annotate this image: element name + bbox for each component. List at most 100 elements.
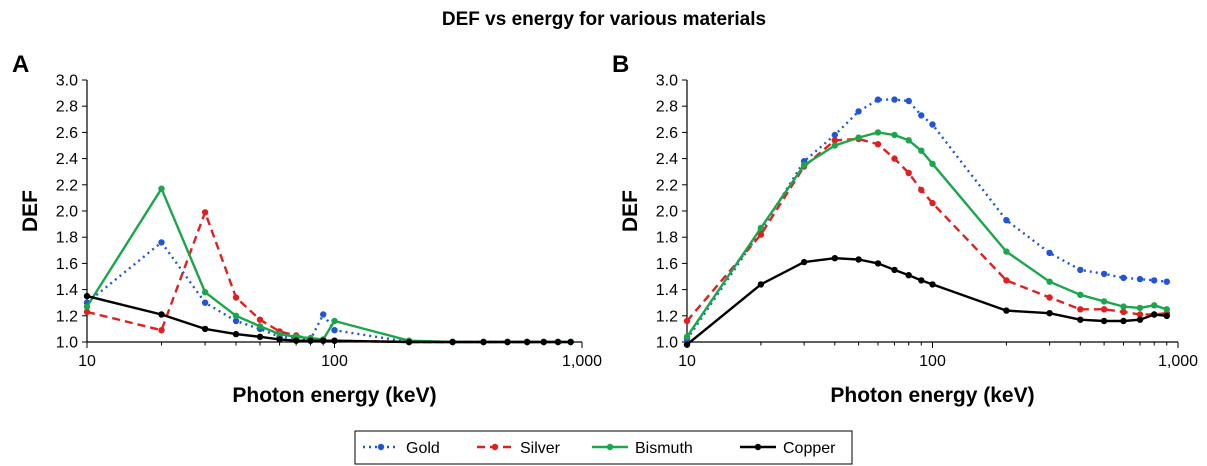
data-point-copper	[567, 338, 574, 346]
legend-marker-gold	[377, 443, 385, 451]
data-point-copper	[1046, 310, 1053, 317]
data-point-bismuth	[831, 142, 838, 149]
y-tick-label: 2.6	[656, 125, 678, 142]
data-point-bismuth	[757, 224, 765, 232]
data-point-copper	[1136, 316, 1144, 323]
panel-letter: A	[12, 51, 29, 78]
y-tick-label: 2.0	[656, 204, 678, 221]
y-tick-label: 2.8	[56, 99, 78, 116]
data-point-gold	[1100, 270, 1108, 278]
data-point-silver	[929, 199, 936, 207]
data-point-silver	[891, 155, 898, 162]
data-point-copper	[757, 281, 765, 288]
data-point-copper	[523, 338, 531, 346]
data-point-bismuth	[929, 160, 936, 167]
data-point-silver	[83, 308, 91, 316]
series-bismuth	[83, 185, 574, 346]
y-tick-label: 2.8	[656, 99, 678, 116]
data-point-gold	[232, 317, 240, 325]
series-line-copper	[86, 294, 571, 344]
y-tick-label: 1.6	[56, 256, 78, 273]
data-point-copper	[83, 292, 91, 300]
y-tick-label: 1.6	[656, 256, 678, 273]
data-point-copper	[405, 338, 413, 346]
data-point-silver	[1120, 308, 1127, 316]
series-copper	[683, 255, 1171, 348]
data-point-copper	[874, 260, 882, 267]
data-point-bismuth	[874, 129, 882, 136]
data-point-copper	[480, 338, 487, 346]
series-line-bismuth	[85, 187, 571, 344]
data-point-bismuth	[201, 289, 209, 296]
data-point-gold	[158, 239, 165, 246]
data-point-copper	[232, 330, 240, 338]
data-point-copper	[918, 277, 925, 284]
data-point-gold	[874, 96, 882, 103]
x-axis-label: Photon energy (keV)	[830, 384, 1034, 407]
panel-a: A 1.0 1.2 1.4 1.6 1.8 2.0 2.2 2.4 2.6 2.8 3.0 10 100 1…	[12, 51, 602, 407]
legend-label-gold: Gold	[406, 440, 440, 457]
data-point-gold	[320, 311, 327, 318]
data-point-copper	[1120, 317, 1127, 325]
data-point-copper	[929, 281, 936, 288]
data-point-gold	[201, 299, 209, 306]
data-point-bismuth	[276, 330, 283, 338]
data-point-copper	[307, 337, 314, 344]
y-tick-label: 1.2	[656, 308, 678, 325]
data-point-silver	[683, 317, 691, 325]
data-point-silver	[874, 141, 882, 148]
data-point-bismuth	[891, 131, 898, 139]
data-point-copper	[1151, 311, 1158, 318]
panel-b: B 1.0 1.2 1.4 1.6 1.8 2.0 2.2 2.4 2.6 2.8 3.0 10 100 1…	[612, 51, 1198, 407]
y-tick-label: 1.0	[656, 335, 678, 352]
legend-label-bismuth: Bismuth	[635, 440, 693, 457]
data-point-copper	[800, 258, 808, 266]
x-tick-label: 10	[78, 353, 96, 370]
data-point-copper	[256, 333, 264, 340]
y-tick-label: 1.4	[656, 282, 678, 299]
data-point-bismuth	[855, 134, 862, 141]
data-point-gold	[1077, 266, 1084, 274]
data-point-copper	[1100, 317, 1108, 325]
data-point-gold	[905, 97, 912, 105]
data-point-copper	[293, 337, 300, 344]
data-point-silver	[1003, 277, 1010, 284]
x-tick-label: 100	[919, 353, 946, 370]
data-point-bismuth	[800, 161, 808, 169]
data-point-copper	[1077, 316, 1084, 323]
data-point-copper	[831, 255, 838, 262]
y-tick-label: 2.0	[56, 204, 78, 221]
series-gold	[683, 96, 1171, 343]
series-line-gold	[86, 241, 571, 344]
data-point-copper	[905, 272, 912, 279]
x-tick-label: 1,000	[562, 353, 602, 370]
legend-marker-copper	[754, 443, 762, 451]
data-point-gold	[1136, 275, 1144, 283]
data-point-bismuth	[1136, 304, 1144, 312]
data-point-copper	[1163, 312, 1171, 319]
data-point-gold	[855, 108, 862, 115]
data-point-copper	[276, 336, 283, 343]
data-point-bismuth	[256, 323, 264, 330]
data-point-silver	[1046, 294, 1053, 301]
data-point-copper	[1003, 307, 1010, 314]
y-tick-label: 1.4	[56, 282, 78, 299]
series-bismuth	[683, 129, 1171, 340]
data-point-gold	[1003, 217, 1010, 224]
legend-marker-bismuth	[606, 443, 614, 451]
data-point-bismuth	[1100, 298, 1108, 305]
data-point-bismuth	[83, 303, 91, 310]
data-point-bismuth	[1046, 278, 1053, 285]
data-point-bismuth	[232, 312, 240, 319]
y-axis-label: DEF	[619, 190, 642, 232]
data-point-gold	[918, 112, 925, 119]
data-point-bismuth	[683, 333, 691, 340]
data-point-copper	[683, 341, 691, 348]
legend-marker-silver	[491, 443, 499, 451]
data-point-gold	[1163, 278, 1171, 285]
data-point-bismuth	[158, 185, 165, 192]
series-copper	[83, 292, 574, 346]
y-tick-label: 3.0	[656, 73, 678, 90]
data-point-gold	[1120, 274, 1127, 281]
x-tick-label: 1,000	[1158, 353, 1198, 370]
